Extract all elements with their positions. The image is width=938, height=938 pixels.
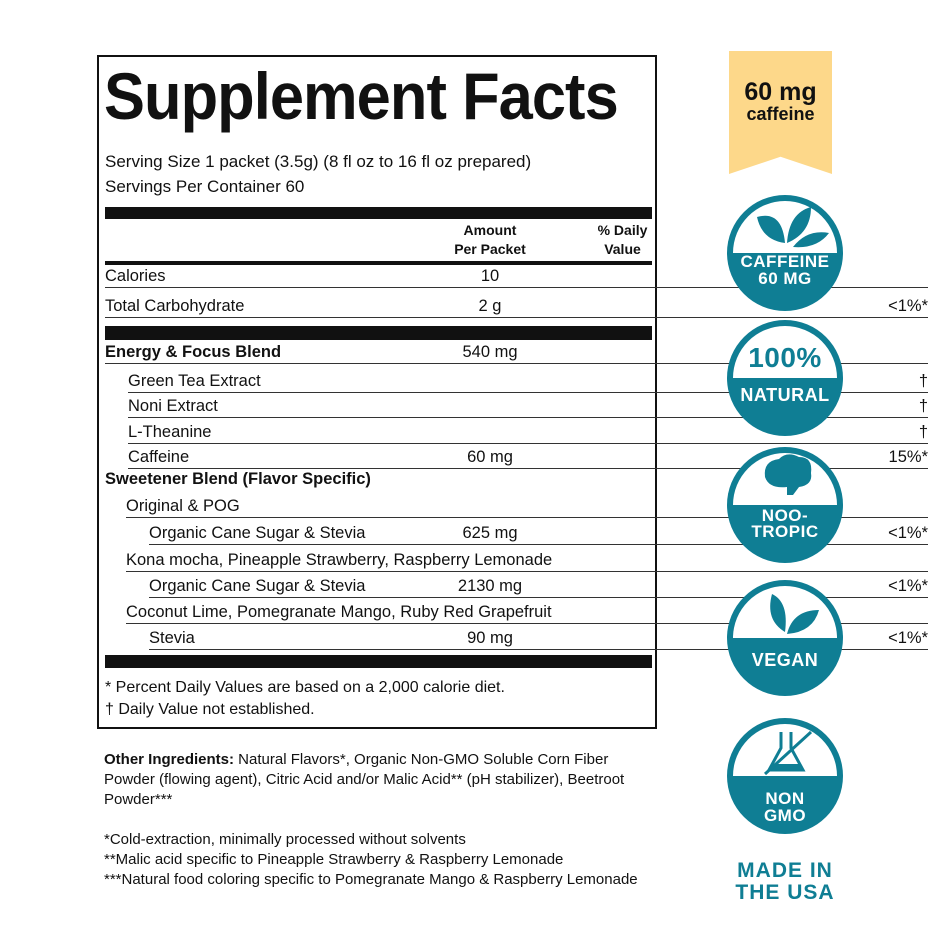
row-daily-value: <1%* (888, 577, 928, 595)
row-amount: 60 mg (467, 448, 513, 466)
row-daily-value: † (918, 423, 928, 441)
badge-text: 60 MG (758, 269, 812, 288)
table-row: Organic Cane Sugar & Stevia 2130 mg <1%* (149, 577, 928, 598)
divider-medium (105, 261, 652, 265)
badge-text: GMO (763, 806, 807, 825)
row-label: Total Carbohydrate (105, 297, 245, 315)
row-label: Energy & Focus Blend (105, 343, 282, 361)
ribbon-label: caffeine (746, 104, 815, 124)
row-daily-value: <1%* (888, 297, 928, 315)
row-daily-value: <1%* (888, 524, 928, 542)
row-amount: 10 (480, 267, 500, 285)
header-amount-line1: Amount (463, 222, 517, 238)
table-row: Organic Cane Sugar & Stevia 625 mg <1%* (149, 524, 928, 545)
leaves-icon (757, 207, 829, 248)
servings-per-container: Servings Per Container 60 (105, 177, 305, 196)
row-daily-value: 15%* (888, 448, 928, 466)
header-amount: Amount Per Packet (440, 221, 540, 259)
table-row: Caffeine 60 mg 15%* (128, 448, 928, 469)
row-daily-value: <1%* (888, 629, 928, 647)
row-label: Stevia (149, 629, 195, 647)
ribbon-value: 60 mg (744, 78, 817, 106)
divider-thick (105, 207, 652, 219)
table-row: Green Tea Extract † (128, 372, 928, 393)
serving-size: Serving Size 1 packet (3.5g) (8 fl oz to… (105, 152, 532, 171)
note: **Malic acid specific to Pineapple Straw… (104, 851, 564, 868)
crossed-flask-icon (763, 730, 813, 776)
table-row: Kona mocha, Pineapple Strawberry, Raspbe… (126, 551, 928, 572)
footnote-daily-values: * Percent Daily Values are based on a 2,… (105, 679, 505, 696)
made-in-usa: MADE IN THE USA (722, 860, 848, 904)
row-label: Organic Cane Sugar & Stevia (149, 524, 366, 542)
row-label: Sweetener Blend (Flavor Specific) (105, 470, 371, 488)
table-row: Total Carbohydrate 2 g <1%* (105, 297, 928, 318)
other-ingredients: Other Ingredients: Natural Flavors*, Org… (104, 750, 644, 810)
row-label: Coconut Lime, Pomegranate Mango, Ruby Re… (126, 603, 552, 621)
made-in-line1: MADE IN (737, 859, 833, 882)
row-label: Original & POG (126, 497, 240, 515)
header-amount-line2: Per Packet (454, 241, 526, 257)
made-in-line2: THE USA (735, 881, 835, 904)
row-label: Calories (105, 267, 166, 285)
badge-text: CAFFEINE (740, 252, 830, 271)
badge-text: NON (765, 789, 805, 808)
brain-icon (764, 454, 812, 495)
badge-nootropic: NOO- TROPIC (727, 447, 843, 563)
other-ingredients-text: Natural Flavors*, Organic Non-GMO Solubl… (104, 751, 625, 808)
row-label: L-Theanine (128, 423, 212, 441)
row-amount: 2130 mg (457, 577, 523, 595)
badge-caffeine: CAFFEINE 60 MG (727, 195, 843, 311)
note: ***Natural food coloring specific to Pom… (104, 871, 638, 888)
badge-text: VEGAN (751, 650, 819, 670)
note: *Cold-extraction, minimally processed wi… (104, 831, 466, 848)
badge-text: TROPIC (751, 522, 819, 541)
table-row: Energy & Focus Blend 540 mg (105, 343, 928, 364)
footnote-dagger: † Daily Value not established. (105, 701, 315, 718)
divider-thick (105, 655, 652, 668)
row-amount: 90 mg (467, 629, 513, 647)
row-label: Organic Cane Sugar & Stevia (149, 577, 366, 595)
row-daily-value: † (918, 397, 928, 415)
badge-natural: 100% NATURAL (727, 320, 843, 436)
table-row: Calories 10 (105, 267, 928, 288)
badge-non-gmo: NON GMO (727, 718, 843, 834)
row-amount: 625 mg (462, 524, 518, 542)
table-row: Noni Extract † (128, 397, 928, 418)
table-row: Sweetener Blend (Flavor Specific) (105, 470, 928, 490)
row-amount: 2 g (478, 297, 502, 315)
table-row: Original & POG (126, 497, 928, 518)
header-dv-line2: Value (604, 241, 641, 257)
row-label: Noni Extract (128, 397, 218, 415)
row-label: Kona mocha, Pineapple Strawberry, Raspbe… (126, 551, 553, 569)
notes: *Cold-extraction, minimally processed wi… (104, 830, 644, 890)
badge-text: NOO- (761, 506, 809, 525)
row-label: Green Tea Extract (128, 372, 261, 390)
badge-text: NATURAL (740, 385, 830, 405)
other-ingredients-heading: Other Ingredients: (104, 751, 235, 768)
row-amount: 540 mg (462, 343, 518, 361)
badge-vegan: VEGAN (727, 580, 843, 696)
divider-thick (105, 326, 652, 340)
table-row: Stevia 90 mg <1%* (149, 629, 928, 650)
header-dv-line1: % Daily (597, 222, 648, 238)
table-row: L-Theanine † (128, 423, 928, 444)
badge-text: 100% (748, 342, 822, 373)
row-daily-value: † (918, 372, 928, 390)
caffeine-ribbon: 60 mg caffeine (729, 51, 832, 174)
header-dv: % Daily Value (585, 221, 660, 259)
label-title: Supplement Facts (104, 59, 619, 133)
leaves-icon (770, 594, 819, 634)
row-label: Caffeine (128, 448, 190, 466)
table-row: Coconut Lime, Pomegranate Mango, Ruby Re… (126, 603, 928, 624)
